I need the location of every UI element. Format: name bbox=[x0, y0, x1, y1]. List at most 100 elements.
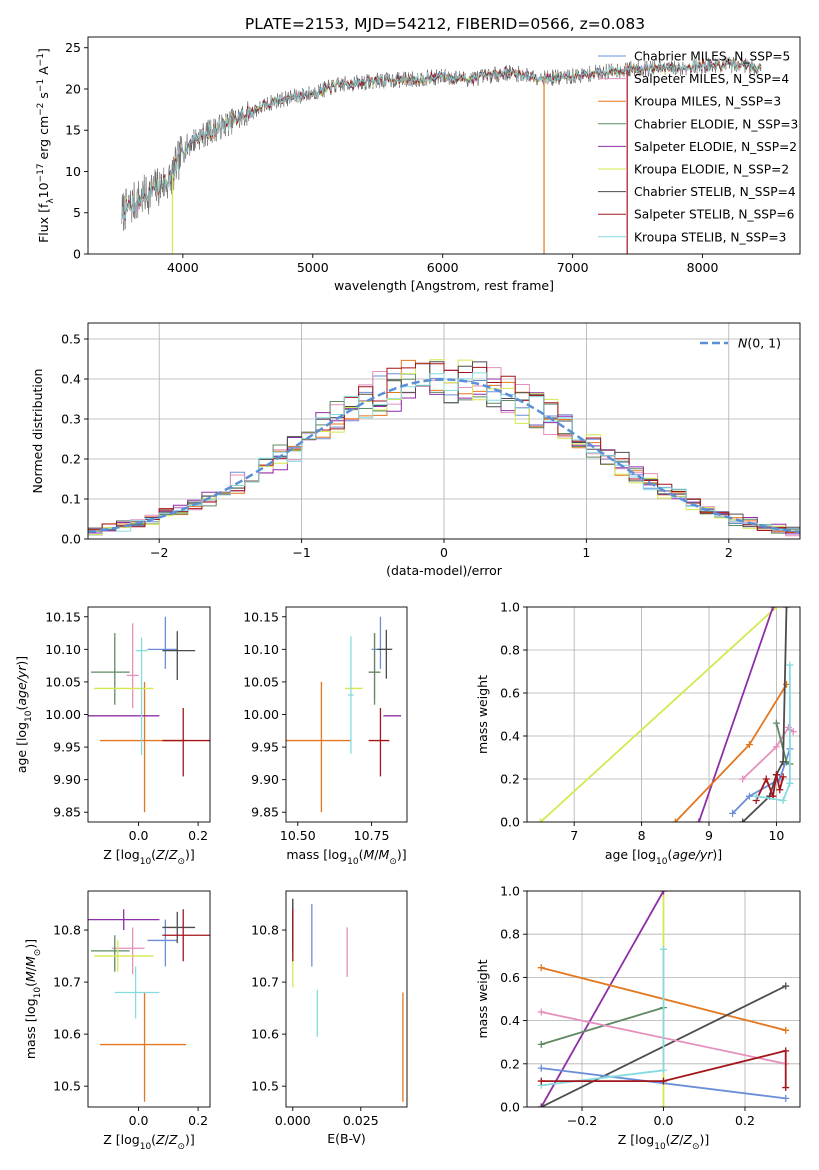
x-tick-label: 10.75 bbox=[354, 828, 390, 843]
x-tick-label: 6000 bbox=[427, 260, 459, 275]
weight-point-chabrier-stelib bbox=[783, 607, 791, 611]
label-part: 10 bbox=[140, 1142, 152, 1152]
legend-label-chabrier-elodie: Chabrier ELODIE, N_SSP=3 bbox=[634, 117, 798, 131]
label-part: ⊙ bbox=[692, 1142, 700, 1152]
label-part: −1 bbox=[36, 79, 46, 92]
weight-point-kroupa-elodie bbox=[660, 1103, 667, 1107]
y-tick-label: 10.6 bbox=[251, 1027, 279, 1042]
axes-age_vs_mass: 10.50 10.75 9.85 9.90 9.95 10.00 10.05 10.10 10.… bbox=[243, 606, 408, 867]
weight-point-salpeter-stelib bbox=[782, 1047, 790, 1055]
weight-point-kroupa-elodie bbox=[772, 607, 780, 611]
y-axis-label: mass weight bbox=[475, 675, 490, 754]
label-part: )] bbox=[185, 1132, 195, 1147]
axes-mass_vs_ebv: 0.000 0.025 10.5 10.6 10.7 10.8 E(B-V) bbox=[251, 890, 408, 1146]
y-tick-label: 0.8 bbox=[500, 927, 520, 942]
weight-point-kroupa-miles bbox=[671, 818, 679, 822]
x-tick-label: 8 bbox=[638, 828, 646, 843]
label-part: 10 bbox=[656, 857, 668, 867]
label-part: age [log bbox=[605, 847, 656, 862]
y-tick-label: 10.10 bbox=[243, 642, 279, 657]
label-part: 10 bbox=[347, 857, 359, 867]
y-tick-label: 9.85 bbox=[53, 805, 81, 820]
y-tick-label: 10.5 bbox=[53, 1079, 81, 1094]
label-part: age [log bbox=[14, 722, 29, 773]
y-axis-label: age [log10(age/yr)] bbox=[14, 656, 34, 773]
label-part: ( bbox=[151, 847, 156, 862]
label-part: / bbox=[23, 966, 38, 971]
x-tick-label: 0.0 bbox=[654, 1113, 674, 1128]
x-tick-label: 0.000 bbox=[275, 1113, 311, 1128]
x-tick-label: 7 bbox=[570, 828, 578, 843]
x-tick-label: 0.0 bbox=[129, 828, 149, 843]
x-tick-label: −1 bbox=[292, 545, 310, 560]
y-tick-label: 15 bbox=[65, 123, 81, 138]
weight-point-salpeter-elodie bbox=[769, 607, 777, 611]
label-part: −1 bbox=[36, 53, 46, 66]
weight-point-salpeter-elodie bbox=[695, 818, 703, 822]
weight-point-kroupa-stelib bbox=[786, 779, 794, 787]
axes-spectrum: 4000 5000 6000 7000 8000 0 5 10 15 20 25 wavelength… bbox=[36, 36, 801, 293]
axes-frame bbox=[87, 890, 211, 1108]
x-axis-label: Z [log10(Z/Z⊙)] bbox=[103, 847, 195, 867]
label-part: ( bbox=[666, 1132, 671, 1147]
y-tick-label: 1.0 bbox=[500, 600, 520, 615]
legend-label-chabrier-miles: Chabrier MILES, N_SSP=5 bbox=[634, 50, 790, 64]
x-axis-label: mass [log10(M/M⊙)] bbox=[286, 847, 406, 867]
label-part: 10 bbox=[654, 1142, 666, 1152]
y-tick-label: 0.1 bbox=[61, 492, 81, 507]
legend-label-normal: N(0, 1) bbox=[738, 336, 781, 351]
y-tick-label: 1.0 bbox=[500, 884, 520, 899]
plot-area bbox=[88, 359, 800, 537]
weight-point-salpeter-stelib bbox=[776, 786, 784, 794]
weight-point-salpeter-stelib bbox=[660, 1077, 667, 1085]
label-part: Z bbox=[155, 1132, 165, 1147]
x-tick-label: 0.2 bbox=[735, 1113, 755, 1128]
axes-residuals: −2 −1 0 1 2 0.0 0.1 0.2 0.3 0.4 0.5 (data-model)/er… bbox=[30, 322, 801, 578]
plot-area bbox=[121, 56, 762, 254]
weight-point-chabrier-stelib bbox=[779, 758, 787, 766]
weight-line-kroupa-stelib bbox=[541, 949, 665, 1087]
y-tick-label: 10.7 bbox=[251, 975, 279, 990]
y-tick-label: 9.90 bbox=[251, 772, 279, 787]
axes-frame bbox=[87, 606, 211, 823]
y-tick-label: 0.2 bbox=[500, 1056, 520, 1071]
label-part: / bbox=[165, 1132, 170, 1147]
label-part: Z bbox=[168, 1132, 178, 1147]
x-axis-label: wavelength [Angstrom, rest frame] bbox=[334, 278, 554, 293]
histogram-chabrier-stelib bbox=[88, 361, 800, 531]
label-part: M bbox=[23, 971, 38, 982]
y-tick-label: 0.0 bbox=[500, 815, 520, 830]
y-tick-label: 10.15 bbox=[243, 609, 279, 624]
weight-point-kroupa-stelib bbox=[779, 797, 787, 804]
label-part: λ bbox=[46, 198, 56, 204]
x-tick-label: 0.025 bbox=[343, 1113, 379, 1128]
weight-point-kroupa-stelib bbox=[786, 661, 794, 669]
label-part: )] bbox=[699, 1132, 709, 1147]
weight-line-kroupa-stelib bbox=[756, 665, 791, 802]
x-tick-label: 5000 bbox=[297, 260, 329, 275]
x-axis-label: Z [log10(Z/Z⊙)] bbox=[103, 1132, 195, 1152]
y-tick-label: 0.4 bbox=[61, 372, 81, 387]
weight-point-chabrier-elodie bbox=[537, 1040, 545, 1048]
legend-label-salpeter-stelib: Salpeter STELIB, N_SSP=6 bbox=[634, 208, 794, 222]
label-part: mass [log bbox=[286, 847, 347, 862]
label-part: 10 bbox=[140, 857, 152, 867]
y-tick-label: 9.90 bbox=[53, 772, 81, 787]
plot-area bbox=[286, 616, 402, 813]
label-part: ( bbox=[14, 706, 29, 711]
x-axis-label: E(B-V) bbox=[327, 1131, 366, 1146]
legend-label-kroupa-elodie: Kroupa ELODIE, N_SSP=2 bbox=[634, 163, 789, 177]
weight-line-chabrier-miles bbox=[731, 748, 791, 815]
label-part: Z [log bbox=[103, 1132, 139, 1147]
axes-frame bbox=[87, 36, 801, 255]
x-tick-label: 10.50 bbox=[280, 828, 316, 843]
x-tick-label: 10 bbox=[768, 828, 784, 843]
x-tick-label: 9 bbox=[705, 828, 713, 843]
weight-point-chabrier-miles bbox=[729, 809, 737, 817]
weight-point-chabrier-miles bbox=[745, 792, 753, 800]
y-tick-label: 0.0 bbox=[61, 532, 81, 547]
label-part: M bbox=[379, 847, 390, 862]
label-part: )] bbox=[397, 847, 407, 862]
label-part: Z bbox=[682, 1132, 692, 1147]
label-part: ] bbox=[36, 48, 51, 53]
